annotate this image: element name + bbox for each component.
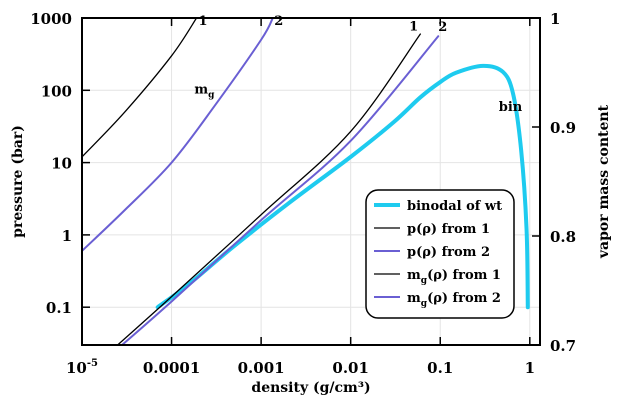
y-tick-label-0: 0.1 [46, 299, 72, 317]
curve-labels: 1 2 1 2 bin mg [194, 14, 522, 115]
legend: binodal of wt p(ρ) from 1 p(ρ) from 2 mg(ρ)… [365, 189, 515, 319]
series-line-1 [116, 33, 422, 345]
y-tick-label-1: 1 [62, 227, 72, 245]
curve-label-3: 2 [438, 20, 447, 35]
axis-titles: density (g/cm³) pressure (bar) vapor mass … [10, 104, 612, 396]
curve-label-1: 2 [274, 14, 283, 29]
series-line-0 [155, 63, 530, 310]
curve-label-4: bin [499, 100, 523, 115]
y-axis-title-right: vapor mass content [596, 104, 612, 259]
plot-area [82, 18, 530, 345]
x-tick-label-4: 0.1 [427, 359, 453, 377]
legend-label-0: binodal of wt [407, 199, 502, 214]
y-tick-label-2: 10 [51, 155, 72, 173]
y-tick-label-3: 100 [41, 82, 72, 100]
series-line-3 [82, 18, 198, 158]
legend-label-1: p(ρ) from 1 [407, 222, 490, 237]
legend-label-3: mg(ρ) from 1 [407, 268, 501, 286]
x-tick-label-0: 10-5 [66, 358, 98, 377]
y-axis-title-left: pressure (bar) [10, 125, 26, 238]
x-tick-label-2: 0.001 [238, 359, 285, 377]
series-line-2 [121, 35, 440, 345]
tick-labels: 10-5 0.0001 0.001 0.01 0.1 1 0.1 1 10 100 1000 0.7 0… [30, 10, 576, 377]
y-right-tick-label-1: 0.8 [550, 228, 576, 246]
curve-label-2: 1 [409, 20, 418, 35]
x-tick-label-3: 0.01 [332, 359, 369, 377]
axes [81, 17, 541, 346]
x-tick-label-5: 1 [525, 359, 535, 377]
curve-label-0: 1 [199, 14, 208, 29]
y-right-tick-label-3: 1 [550, 10, 560, 28]
y-tick-label-4: 1000 [30, 10, 72, 28]
legend-label-4: mg(ρ) from 2 [407, 291, 501, 309]
x-tick-label-1: 0.0001 [143, 359, 200, 377]
legend-box [365, 189, 515, 319]
y-right-tick-label-2: 0.9 [550, 119, 576, 137]
series-line-4 [82, 18, 274, 252]
curve-label-5: mg [194, 83, 215, 101]
plot-frame [81, 17, 541, 346]
x-axis-title: density (g/cm³) [251, 380, 370, 396]
legend-label-2: p(ρ) from 2 [407, 245, 490, 260]
y-right-tick-label-0: 0.7 [550, 337, 576, 355]
